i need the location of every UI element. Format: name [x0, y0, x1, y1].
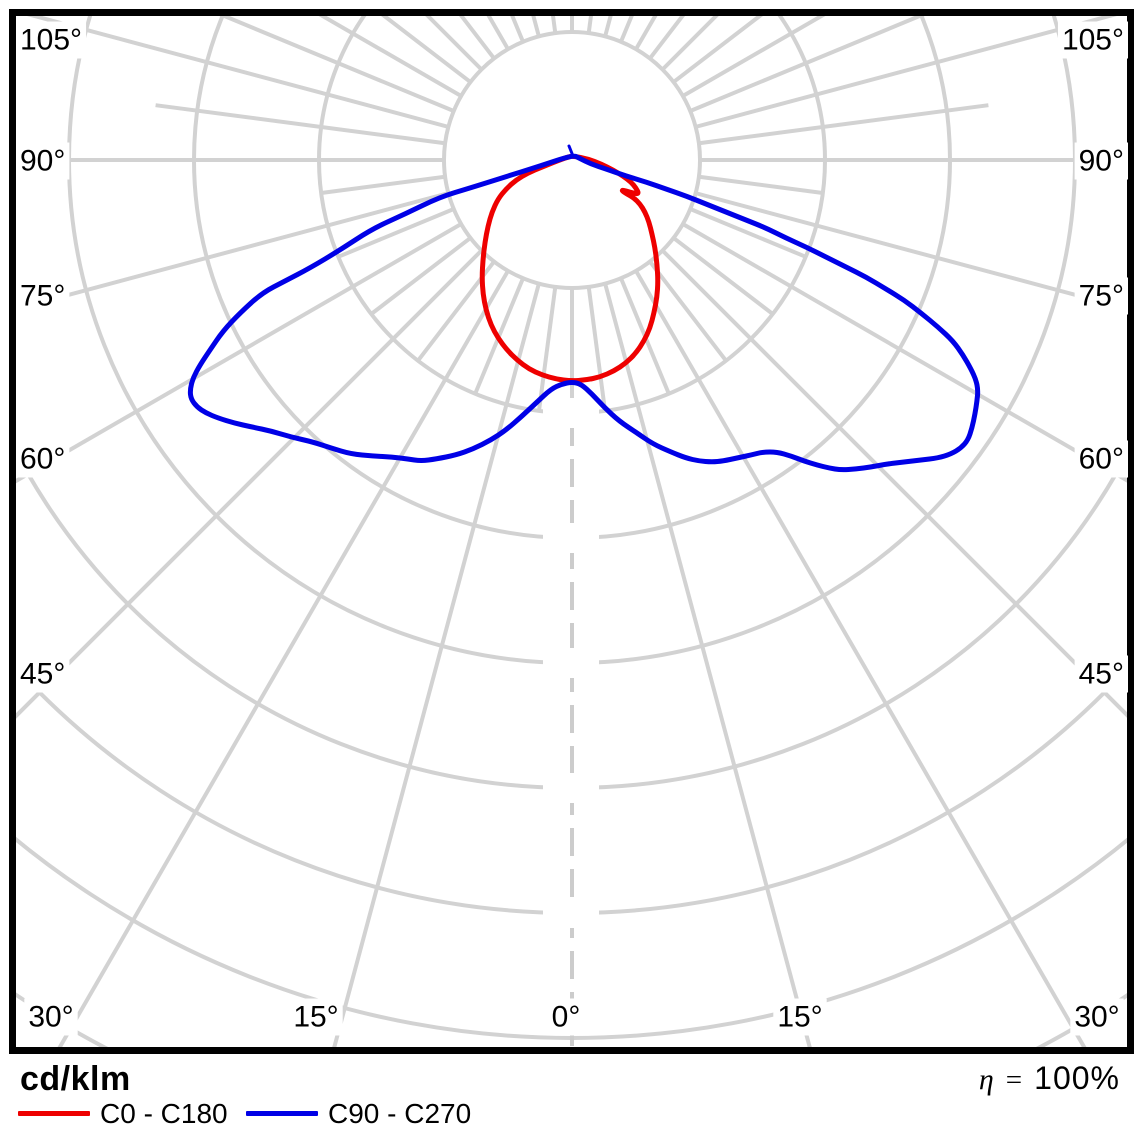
plot-border	[9, 9, 1134, 1054]
legend-label-c0-c180: C0 - C180	[100, 1098, 228, 1129]
angle-label: 60°	[20, 443, 65, 476]
grid-spoke-major	[695, 12, 1131, 129]
grid-spoke-minor	[698, 174, 824, 196]
grid-spoke-major	[603, 283, 812, 1047]
grid-spoke-minor	[370, 236, 472, 316]
angle-label-bg	[16, 142, 70, 180]
blank-radial-tick-box	[543, 398, 599, 428]
curve-vertex-tick	[567, 144, 575, 158]
angle-label-bg	[1074, 440, 1128, 478]
blank-radial-tick-box	[543, 648, 599, 678]
angle-label: 0°	[552, 1001, 581, 1034]
grid-spoke-major	[57, 269, 510, 1047]
grid-spoke-minor	[689, 12, 935, 113]
grid-spoke-major	[12, 12, 449, 129]
polar-grid	[12, 12, 1131, 1047]
grid-spoke-minor	[648, 260, 728, 362]
grid-spoke-major	[634, 269, 1087, 1047]
grid-spoke-minor	[375, 12, 472, 84]
grid-spoke-minor	[689, 207, 807, 259]
angle-label-bg	[773, 998, 827, 1036]
grid-spoke-major	[12, 191, 449, 313]
blank-radial-tick-box	[543, 898, 599, 928]
angle-label-bg	[16, 440, 70, 478]
angle-label: 75°	[1079, 280, 1124, 313]
unit-label: cd/klm	[20, 1060, 131, 1098]
grid-spoke-minor	[586, 286, 608, 412]
grid-spoke-major	[12, 249, 483, 723]
angle-label: 45°	[1079, 658, 1124, 691]
angle-label-bg	[24, 998, 78, 1036]
grid-spoke-minor	[536, 286, 558, 412]
curve-c0-c180	[479, 153, 661, 384]
angle-label: 105°	[20, 24, 82, 57]
legend-swatch-c0-c180	[18, 1111, 90, 1116]
blank-radial-tick-box	[543, 523, 599, 553]
angle-label-bg	[1074, 655, 1128, 693]
grid-spoke-minor	[672, 236, 774, 316]
polar-chart: 105° 90° 75° 60° 45° 30° 15° 0° 15° 30° 45° 60° 75° 9…	[9, 9, 1134, 1054]
angle-labels: 105° 90° 75° 60° 45° 30° 15° 0° 15° 30° 45° 60° 75° 9…	[16, 21, 1128, 1036]
eta-value: 100%	[1034, 1060, 1120, 1096]
eta-symbol: η	[978, 1063, 994, 1096]
angle-label-bg	[1074, 277, 1128, 315]
angle-label-bg	[16, 21, 87, 59]
angle-label-bg	[547, 998, 585, 1036]
angle-label-bg	[1074, 142, 1128, 180]
angle-label: 45°	[20, 658, 65, 691]
angle-label: 90°	[20, 145, 65, 178]
grid-spoke-minor	[648, 12, 689, 60]
angle-label: 30°	[1074, 1001, 1119, 1034]
blank-radial-tick-box	[543, 773, 599, 803]
angle-label-bg	[16, 655, 70, 693]
angle-label: 105°	[1062, 24, 1124, 57]
grid-spoke-minor	[320, 174, 446, 196]
angle-label: 60°	[1079, 443, 1124, 476]
grid-spoke-minor	[155, 103, 446, 146]
grid-spoke-major	[661, 249, 1131, 722]
angle-label: 15°	[777, 1001, 822, 1034]
legend-swatch-c90-c270	[246, 1111, 318, 1116]
angle-label-bg	[1057, 21, 1128, 59]
angle-label-bg	[289, 998, 343, 1036]
eta-equals: =	[1005, 1064, 1023, 1096]
curve-c90-c270	[187, 153, 981, 473]
angle-label: 75°	[20, 280, 65, 313]
grid-spoke-major	[332, 283, 541, 1047]
grid-spoke-major	[681, 222, 1131, 486]
grid-spoke-minor	[209, 12, 455, 113]
angle-label: 90°	[1079, 145, 1124, 178]
grid-spoke-major	[12, 222, 463, 486]
angle-label: 30°	[28, 1001, 73, 1034]
grid-spoke-minor	[698, 103, 989, 146]
light-output-ratio: η = 100%	[979, 1060, 1120, 1097]
angle-label-bg	[16, 277, 70, 315]
intensity-curves	[187, 144, 981, 473]
angle-label: 15°	[293, 1001, 338, 1034]
grid-spoke-minor	[672, 12, 769, 84]
grid-spoke-minor	[337, 207, 455, 259]
grid-spoke-major	[695, 191, 1131, 312]
angle-label-bg	[1070, 998, 1124, 1036]
legend-label-c90-c270: C90 - C270	[328, 1098, 472, 1129]
grid-spoke-minor	[455, 12, 496, 60]
